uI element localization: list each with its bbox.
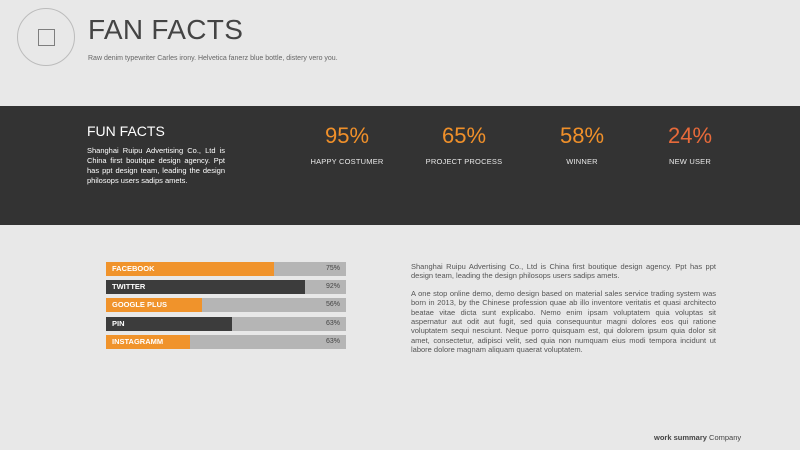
stat-value: 65% [441, 123, 487, 148]
band-title: FUN FACTS [87, 123, 165, 139]
stat-label: WINNER [566, 157, 598, 166]
stat-label: PROJECT PROCESS [425, 157, 503, 166]
footer: work summary Company [654, 433, 741, 442]
bar-label: PIN [112, 318, 125, 328]
page-title: FAN FACTS [88, 14, 244, 45]
progress-bars: FACEBOOK 75% TWITTER 92% GOOGLE PLUS 56%… [106, 262, 346, 353]
progress-bar-pin: PIN 63% [106, 316, 346, 331]
bar-fill [106, 316, 232, 331]
band-description: Shanghai Ruipu Advertising Co., Ltd is C… [87, 146, 225, 185]
square-icon [38, 29, 55, 46]
bar-percent: 56% [325, 301, 340, 309]
progress-bar-facebook: FACEBOOK 75% [106, 262, 346, 276]
body-paragraph: Shanghai Ruipu Advertising Co., Ltd is C… [411, 262, 716, 281]
body-paragraph: A one stop online demo, demo design base… [411, 288, 716, 355]
footer-title: work summary [654, 433, 707, 442]
progress-bar-instagramm: INSTAGRAMM 63% [106, 334, 346, 349]
progress-bar-twitter: TWITTER 92% [106, 280, 346, 295]
bar-fill [106, 262, 274, 276]
bar-percent: 63% [325, 319, 340, 327]
stat-winner: 58% WINNER [527, 122, 637, 166]
stat-happy-costumer: 95% HAPPY COSTUMER [292, 122, 402, 166]
stat-value: 24% [667, 123, 713, 148]
bar-label: TWITTER [112, 282, 146, 292]
bar-label: GOOGLE PLUS [112, 300, 168, 310]
stat-value: 58% [559, 123, 605, 148]
bar-fill [106, 298, 202, 313]
page-subtitle: Raw denim typewriter Carles irony. Helve… [88, 55, 338, 62]
bar-label: FACEBOOK [112, 264, 155, 273]
stat-new-user: 24% NEW USER [635, 122, 745, 166]
stat-label: HAPPY COSTUMER [310, 157, 384, 166]
bar-fill [106, 334, 190, 349]
body-text: Shanghai Ruipu Advertising Co., Ltd is C… [411, 262, 716, 355]
bar-percent: 92% [325, 283, 340, 291]
stat-label: NEW USER [668, 157, 712, 166]
stat-value: 95% [324, 123, 370, 148]
progress-bar-google-plus: GOOGLE PLUS 56% [106, 298, 346, 313]
bar-percent: 75% [325, 265, 340, 272]
stats-band: FUN FACTS Shanghai Ruipu Advertising Co.… [0, 106, 800, 225]
bar-label: INSTAGRAMM [112, 336, 164, 346]
logo-circle [17, 8, 75, 66]
stat-project-process: 65% PROJECT PROCESS [409, 122, 519, 166]
bar-fill [106, 280, 306, 295]
footer-company: Company [709, 433, 742, 442]
bar-percent: 63% [325, 337, 340, 345]
